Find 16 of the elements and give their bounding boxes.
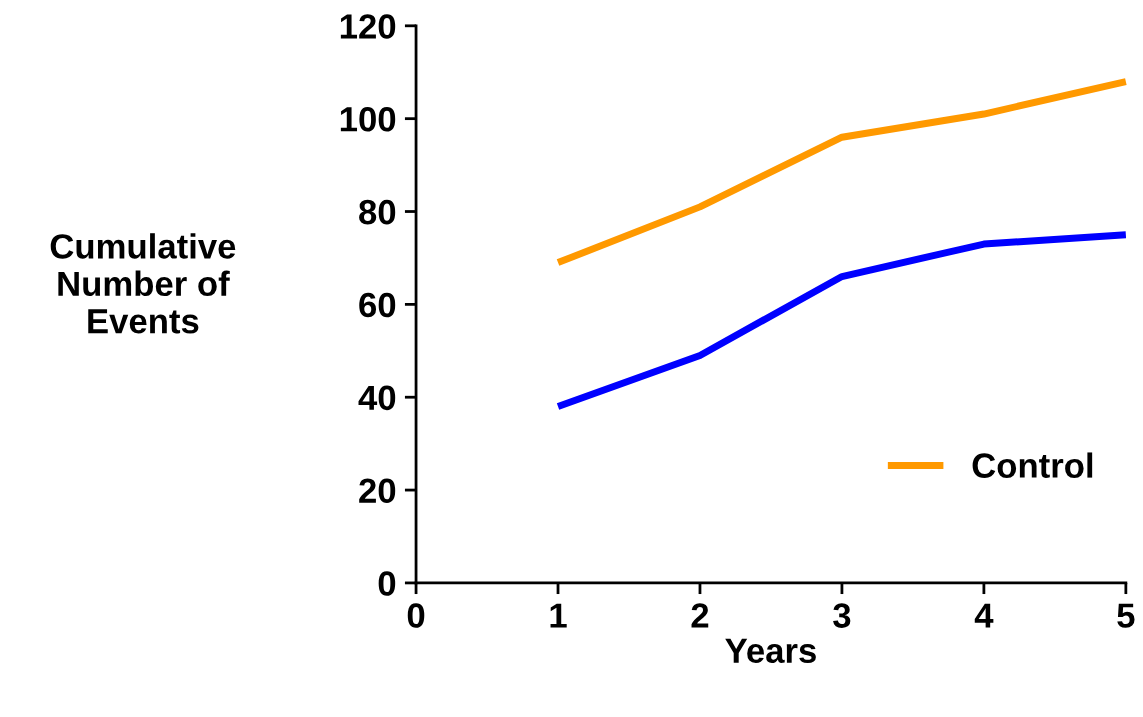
x-tick-label: 2 [691, 603, 709, 628]
legend-label: Control [972, 452, 1093, 478]
y-tick-label: 80 [359, 199, 396, 225]
x-tick-label: 0 [407, 603, 425, 628]
x-tick-label: 5 [1117, 603, 1135, 628]
y-tick-label: 20 [359, 478, 396, 503]
x-tick-label: 1 [550, 603, 567, 628]
x-tick-label: 3 [833, 603, 851, 628]
y-tick-label: 100 [340, 107, 396, 132]
y-tick-label: 0 [378, 571, 396, 596]
x-axis-title: Years [725, 638, 816, 664]
y-tick-label: 60 [359, 292, 396, 318]
y-tick-label: 120 [340, 14, 396, 39]
x-tick-label: 4 [974, 603, 994, 628]
y-axis-title: Cumulative Number of Events [50, 233, 236, 334]
y-tick-label: 40 [358, 385, 396, 411]
